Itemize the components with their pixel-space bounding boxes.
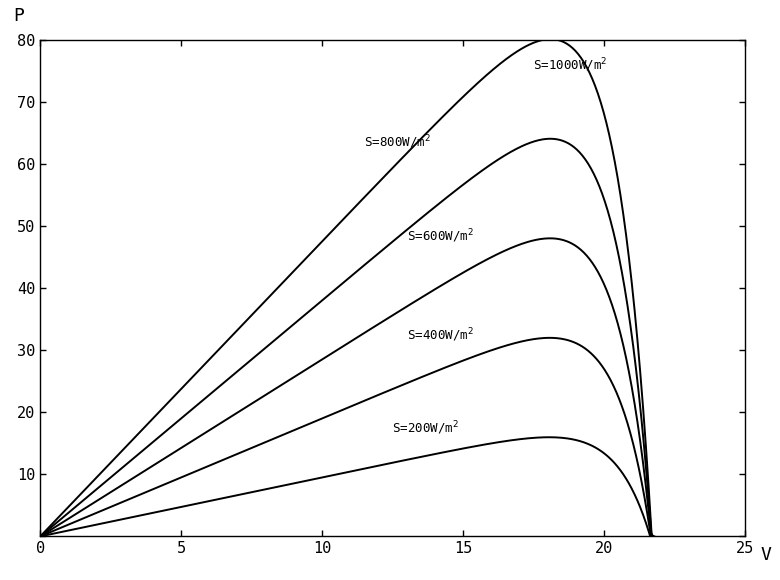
Text: S=1000W/m$^2$: S=1000W/m$^2$: [534, 56, 608, 74]
Text: S=600W/m$^2$: S=600W/m$^2$: [406, 227, 473, 245]
Text: S=800W/m$^2$: S=800W/m$^2$: [364, 134, 431, 151]
Text: S=200W/m$^2$: S=200W/m$^2$: [392, 419, 459, 437]
Text: S=400W/m$^2$: S=400W/m$^2$: [406, 327, 473, 344]
Y-axis label: P: P: [14, 6, 24, 25]
X-axis label: V: V: [760, 546, 771, 564]
